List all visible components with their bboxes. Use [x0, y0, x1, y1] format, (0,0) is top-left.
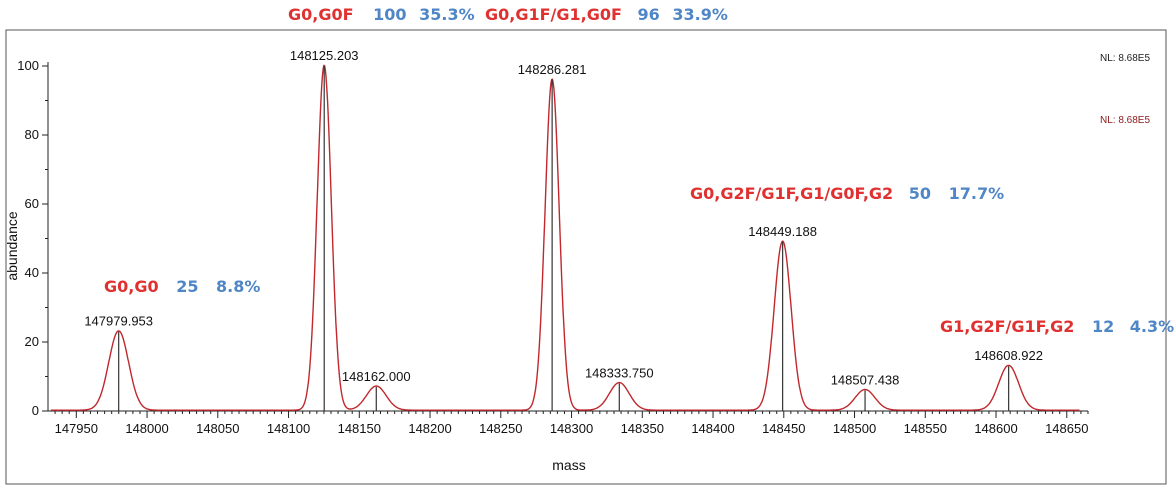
x-tick-label: 148350 — [621, 421, 664, 436]
glycoform-name: G0,G2F/G1F,G1/G0F,G2 — [690, 184, 893, 203]
glycoform-name: G0,G1F/G1,G0F — [485, 5, 622, 24]
glycoform-name: G0,G0 — [104, 277, 159, 296]
glycoform-name: G0,G0F — [288, 5, 354, 24]
glycoform-abundance: 100 — [373, 5, 406, 24]
peak-label-6: 148449.188 — [748, 224, 817, 239]
profile-layer — [50, 64, 1080, 411]
peak-label-1: 147979.953 — [84, 314, 153, 329]
chart-frame — [5, 29, 1167, 485]
x-tick-label: 148550 — [904, 421, 947, 436]
x-tick-label: 148600 — [974, 421, 1017, 436]
x-tick-label: 147950 — [55, 421, 98, 436]
glycoform-annotation-g0g1f: G0,G1F/G1,G0F 96 33.9% — [485, 5, 728, 24]
peak-label-8: 148608.922 — [974, 348, 1043, 363]
glycoform-abundance: 12 — [1092, 317, 1114, 336]
peak-label-5: 148333.750 — [585, 365, 654, 380]
glycoform-annotation-g1g2f: G1,G2F/G1F,G2 12 4.3% — [940, 317, 1174, 336]
y-tick-label: 100 — [17, 58, 39, 73]
glycoform-percent: 4.3% — [1130, 317, 1174, 336]
glycoform-annotation-g0g0: G0,G0 25 8.8% — [104, 277, 260, 296]
spectrum-profile-line — [50, 64, 1080, 411]
peak-label-7: 148507.438 — [831, 372, 900, 387]
x-tick-label: 148100 — [267, 421, 310, 436]
y-tick-label: 80 — [25, 127, 39, 142]
glycoform-percent: 17.7% — [949, 184, 1005, 203]
nl-label-2: NL: 8.68E5 — [1100, 115, 1150, 126]
y-axis: 0 20 40 60 80 100 — [17, 58, 49, 418]
y-axis-title: abundance — [4, 211, 20, 281]
x-tick-label: 148050 — [196, 421, 239, 436]
glycoform-percent: 35.3% — [419, 5, 475, 24]
x-tick-label: 148400 — [691, 421, 734, 436]
x-tick-label: 148250 — [479, 421, 522, 436]
glycoform-abundance: 25 — [176, 277, 198, 296]
nl-label-1: NL: 8.68E5 — [1100, 53, 1150, 64]
y-tick-label: 0 — [32, 403, 39, 418]
peak-label-4: 148286.281 — [518, 62, 587, 77]
x-axis: 147950 148000 148050 148100 148150 148200 1482… — [48, 410, 1089, 436]
x-tick-label: 148500 — [833, 421, 876, 436]
peaks-layer: 147979.953 148125.203 148162.000 148286.281… — [84, 48, 1043, 411]
glycoform-annotation-g0g0f: G0,G0F 100 35.3% — [288, 5, 475, 24]
x-tick-label: 148000 — [125, 421, 168, 436]
glycoform-percent: 33.9% — [672, 5, 728, 24]
x-tick-label: 148650 — [1045, 421, 1088, 436]
glycoform-name: G1,G2F/G1F,G2 — [940, 317, 1074, 336]
y-tick-label: 20 — [25, 334, 39, 349]
glycoform-abundance: 50 — [909, 184, 931, 203]
x-tick-label: 148450 — [762, 421, 805, 436]
y-tick-label: 60 — [25, 196, 39, 211]
x-tick-label: 148150 — [338, 421, 381, 436]
x-axis-title: mass — [552, 457, 585, 473]
peak-label-2: 148125.203 — [290, 48, 359, 63]
y-tick-label: 40 — [25, 265, 39, 280]
x-tick-label: 148300 — [550, 421, 593, 436]
peak-label-3: 148162.000 — [342, 369, 411, 384]
glycoform-abundance: 96 — [638, 5, 660, 24]
glycoform-percent: 8.8% — [216, 277, 260, 296]
x-tick-label: 148200 — [408, 421, 451, 436]
glycoform-annotation-g0g2f: G0,G2F/G1F,G1/G0F,G2 50 17.7% — [690, 184, 1004, 203]
